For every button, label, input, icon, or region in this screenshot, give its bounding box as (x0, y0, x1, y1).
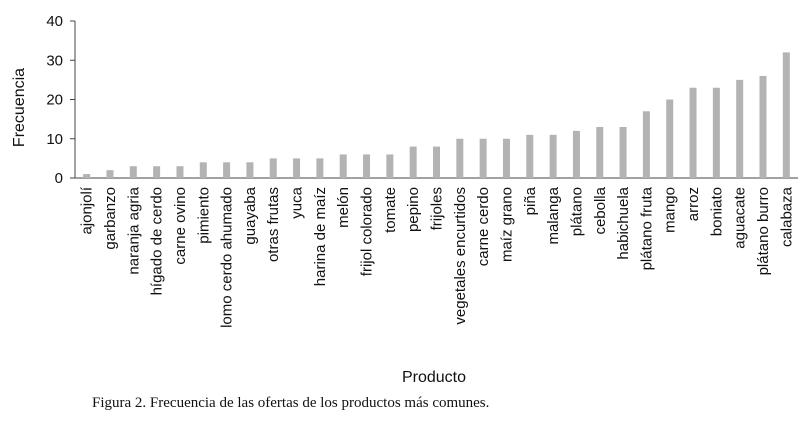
bar (316, 158, 324, 178)
x-tick-label: plátano burro (755, 187, 772, 275)
x-tick-label: yuca (289, 186, 306, 218)
y-tick-label: 40 (46, 13, 63, 30)
y-tick-label: 30 (46, 52, 63, 69)
y-tick-label: 10 (46, 131, 63, 148)
bar (456, 138, 464, 178)
x-tick-label: arroz (685, 187, 702, 221)
bar (502, 138, 510, 178)
x-tick-label: plátano fruta (638, 186, 655, 270)
x-tick-label: malanga (545, 186, 562, 244)
bar (363, 154, 371, 178)
bar (549, 134, 557, 178)
bar (223, 162, 231, 178)
bar-series (83, 52, 790, 178)
bar (199, 162, 207, 178)
x-tick-label: hígado de cerdo (149, 187, 166, 295)
bar (782, 52, 790, 178)
x-tick-label: harina de maíz (312, 187, 329, 286)
y-axis-ticks: 0 10 20 30 40 (46, 13, 75, 187)
x-tick-label: boniato (708, 187, 725, 236)
figure-caption: Figura 2. Frecuencia de las ofertas de l… (92, 395, 490, 411)
x-tick-label: carne cerdo (475, 187, 492, 266)
x-tick-label: ajonjolí (79, 186, 96, 234)
x-tick-label: melón (335, 187, 352, 228)
bar (129, 166, 137, 178)
x-axis-tick-labels: ajonjolí garbanzo naranja agria hígado de c… (79, 186, 796, 328)
bar (712, 87, 720, 178)
x-tick-label: plátano (568, 187, 585, 236)
bar (596, 126, 604, 178)
x-tick-label: cebolla (592, 186, 609, 234)
x-tick-label: naranja agria (125, 186, 142, 274)
x-tick-label: carne ovino (172, 187, 189, 265)
x-tick-label: frijoles (429, 187, 446, 230)
bar (176, 166, 184, 178)
x-tick-label: tomate (382, 187, 399, 233)
bar (83, 174, 91, 178)
x-tick-label: pimiento (195, 187, 212, 244)
bar (526, 134, 534, 178)
x-tick-label: maíz grano (498, 187, 515, 262)
bar (269, 158, 277, 178)
bar (642, 111, 650, 178)
bar (386, 154, 394, 178)
y-tick-label: 0 (55, 170, 63, 187)
x-tick-label: garbanzo (102, 187, 119, 250)
x-tick-label: mango (662, 187, 679, 233)
y-axis-label: Frecuencia (11, 68, 28, 147)
x-tick-label: aguacate (732, 187, 749, 249)
x-tick-label: calabaza (778, 186, 795, 247)
bar (736, 79, 744, 178)
y-tick-label: 20 (46, 92, 63, 109)
bar (619, 126, 627, 178)
x-tick-label: frijol colorado (359, 187, 376, 276)
bar (409, 146, 417, 178)
bar (339, 154, 347, 178)
x-tick-label: guayaba (242, 186, 259, 244)
x-tick-label: habichuela (615, 186, 632, 259)
bar (293, 158, 301, 178)
x-tick-label: otras frutas (265, 187, 282, 262)
bar (106, 170, 114, 178)
bar (666, 99, 674, 178)
x-tick-label: piña (522, 186, 539, 215)
bar (246, 162, 254, 178)
x-tick-label: vegetales encurtidos (452, 187, 469, 325)
bar (433, 146, 440, 178)
x-axis-label: Producto (402, 369, 466, 386)
bar (689, 87, 697, 178)
x-tick-label: lomo cerdo ahumado (219, 187, 236, 328)
bar (153, 166, 161, 178)
bar (572, 130, 580, 178)
bar (479, 138, 487, 178)
bar (759, 75, 767, 178)
x-tick-label: pepino (405, 187, 422, 232)
